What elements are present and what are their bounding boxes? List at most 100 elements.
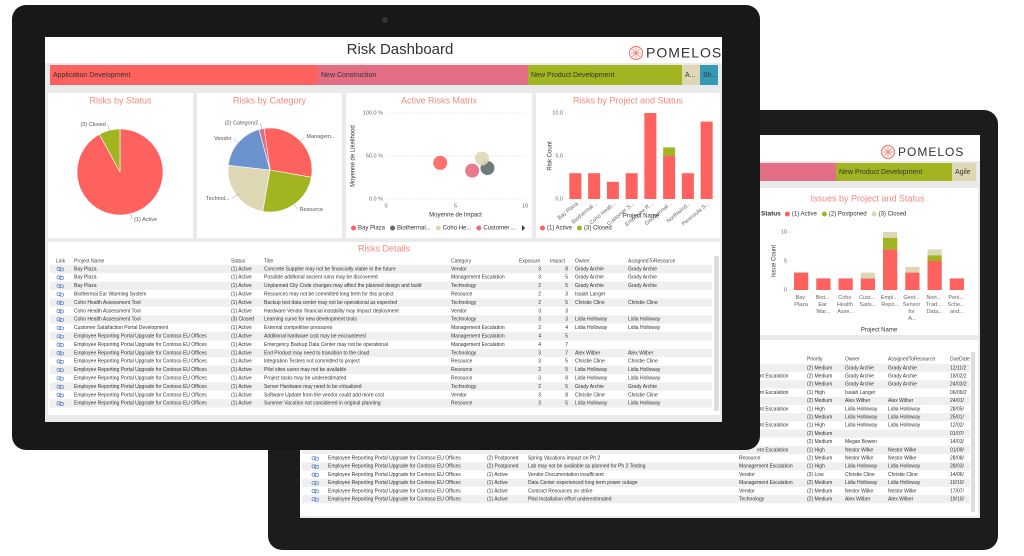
table-cell: (1) Active (231, 325, 252, 331)
tab-label: New Product Development (531, 72, 614, 79)
table-cell: Bay Plaza (74, 266, 97, 272)
table-cell: 5 (565, 334, 568, 340)
table-cell: Grady Archie (888, 382, 917, 388)
table-cell: (1) Active (231, 300, 252, 306)
table-cell: Lidia Holloway (628, 367, 661, 373)
table-cell: Resource (739, 456, 761, 462)
column-header: Project Name (74, 258, 105, 264)
table-cell: 5 (565, 367, 568, 373)
table-cell: Lidia Holloway (845, 464, 878, 470)
table-cell: 5 (565, 275, 568, 281)
table-cell: 28/05/ (950, 406, 965, 412)
table-cell: Grady Archie (575, 283, 604, 289)
logo-text: POMELOS (898, 145, 964, 159)
table-cell: Additional hardware cost may be encounte… (264, 334, 366, 340)
chart-panel (536, 93, 720, 238)
table-cell: 10/10/ (950, 480, 965, 486)
chart-title: Risks by Project and Status (573, 95, 684, 105)
y-axis-label: Moyenne de Likelihood (351, 125, 357, 187)
legend-label: Bay Plaza (358, 226, 386, 232)
row-band (50, 298, 712, 307)
link-icon (59, 276, 64, 280)
link-icon (314, 481, 319, 486)
y-tick-label: 5 (784, 258, 787, 264)
logo-ray (884, 148, 889, 153)
table-cell: Employee Reporting Portal Upgrade for Co… (328, 480, 461, 486)
link-icon (59, 309, 64, 314)
table-cell: Management Escalation (451, 275, 505, 281)
table-cell: 28/03/ (950, 464, 965, 470)
table-cell: 3 (565, 292, 568, 298)
column-header: Owner (575, 258, 590, 264)
link-icon (59, 318, 64, 322)
leader-line (292, 201, 298, 210)
legend-swatch (577, 225, 583, 231)
logo-ray (884, 151, 889, 156)
table-cell: 5 (565, 283, 568, 289)
link-icon (56, 300, 62, 305)
table-cell: Alex Wilber (845, 398, 871, 404)
front-content: Risk Dashboard POMELOS Application Develop… (45, 37, 722, 415)
table-cell: (1) High (807, 406, 825, 412)
table-cell: (1) Active (231, 308, 252, 314)
table-cell: Vendor (451, 308, 467, 314)
x-tick-label: Geot... Sensor for A... (903, 295, 922, 322)
table-cell: Learning curve for new development tools (264, 317, 357, 323)
legend-more (522, 225, 525, 231)
table-cell: Lidia Holloway (575, 376, 608, 382)
table-cell: Employee Reporting Portal Upgrade for Co… (74, 376, 207, 382)
table-cell: Lidia Holloway (575, 401, 608, 407)
bar (883, 237, 898, 250)
link-icon (59, 326, 64, 331)
link-icon (59, 376, 64, 381)
column-header: Owner (845, 356, 860, 362)
legend-swatch (540, 225, 545, 231)
link-icon (56, 292, 62, 297)
table-cell: Lidia Holloway (845, 406, 878, 412)
table-cell: (1) Active (231, 367, 252, 373)
table-cell: Resource (451, 376, 473, 382)
logo-mark (880, 144, 896, 160)
bar (927, 255, 942, 261)
table-cell: (1) Active (487, 472, 508, 478)
x-tick-label: 5 (454, 203, 457, 209)
table-cell: ent Escalation (757, 423, 789, 429)
table-cell: Employee Reporting Portal Upgrade for Co… (74, 367, 207, 373)
tab (528, 65, 682, 85)
table-cell: Employee Reporting Portal Upgrade for Co… (74, 359, 207, 365)
bar (949, 278, 964, 290)
table-cell: Employee Reporting Portal Upgrade for Co… (74, 384, 207, 390)
table-cell: (3) Closed (231, 317, 254, 323)
link-icon (59, 360, 64, 364)
y-tick-label: 0 (784, 287, 787, 293)
column-header: DueDate (950, 356, 970, 362)
bar (860, 272, 875, 279)
table-cell: 8 (565, 392, 568, 398)
link-icon (56, 401, 62, 406)
row-band (302, 462, 970, 471)
table-cell: 25/01/ (950, 415, 965, 421)
table-cell: 17/07/ (950, 488, 965, 494)
link-icon (59, 385, 64, 389)
table-cell: ent Escalation (757, 406, 789, 412)
table-cell: Possible additonal ancient ruins may be … (264, 275, 378, 281)
table-cell: (1) Active (231, 401, 252, 407)
slice-label: Technol... (206, 196, 230, 202)
column-header: Status (231, 258, 246, 264)
table-cell: Coho Health Assessment Tool (74, 308, 141, 314)
table-cell: Resource (451, 292, 473, 298)
table-cell: Alex Wilber (575, 350, 601, 356)
table-cell: 3 (538, 350, 541, 356)
table-cell: 01/07/ (950, 431, 965, 437)
table-cell: Coho Health Assessment Tool (74, 317, 141, 323)
table-cell: Vendor Documentation insufficient (528, 472, 604, 478)
legend-label: (3) Closed (584, 226, 612, 232)
row-band (50, 332, 712, 341)
table-cell: 2 (538, 325, 541, 331)
table-cell: Nestor Wilke (888, 456, 917, 462)
table-cell: External competitive pressures (264, 325, 333, 331)
table-cell: Lidia Holloway (888, 480, 921, 486)
table-cell: Resources may not be committed long term… (264, 292, 394, 298)
table-cell: Employee Reporting Portal Upgrade for Co… (328, 472, 461, 478)
